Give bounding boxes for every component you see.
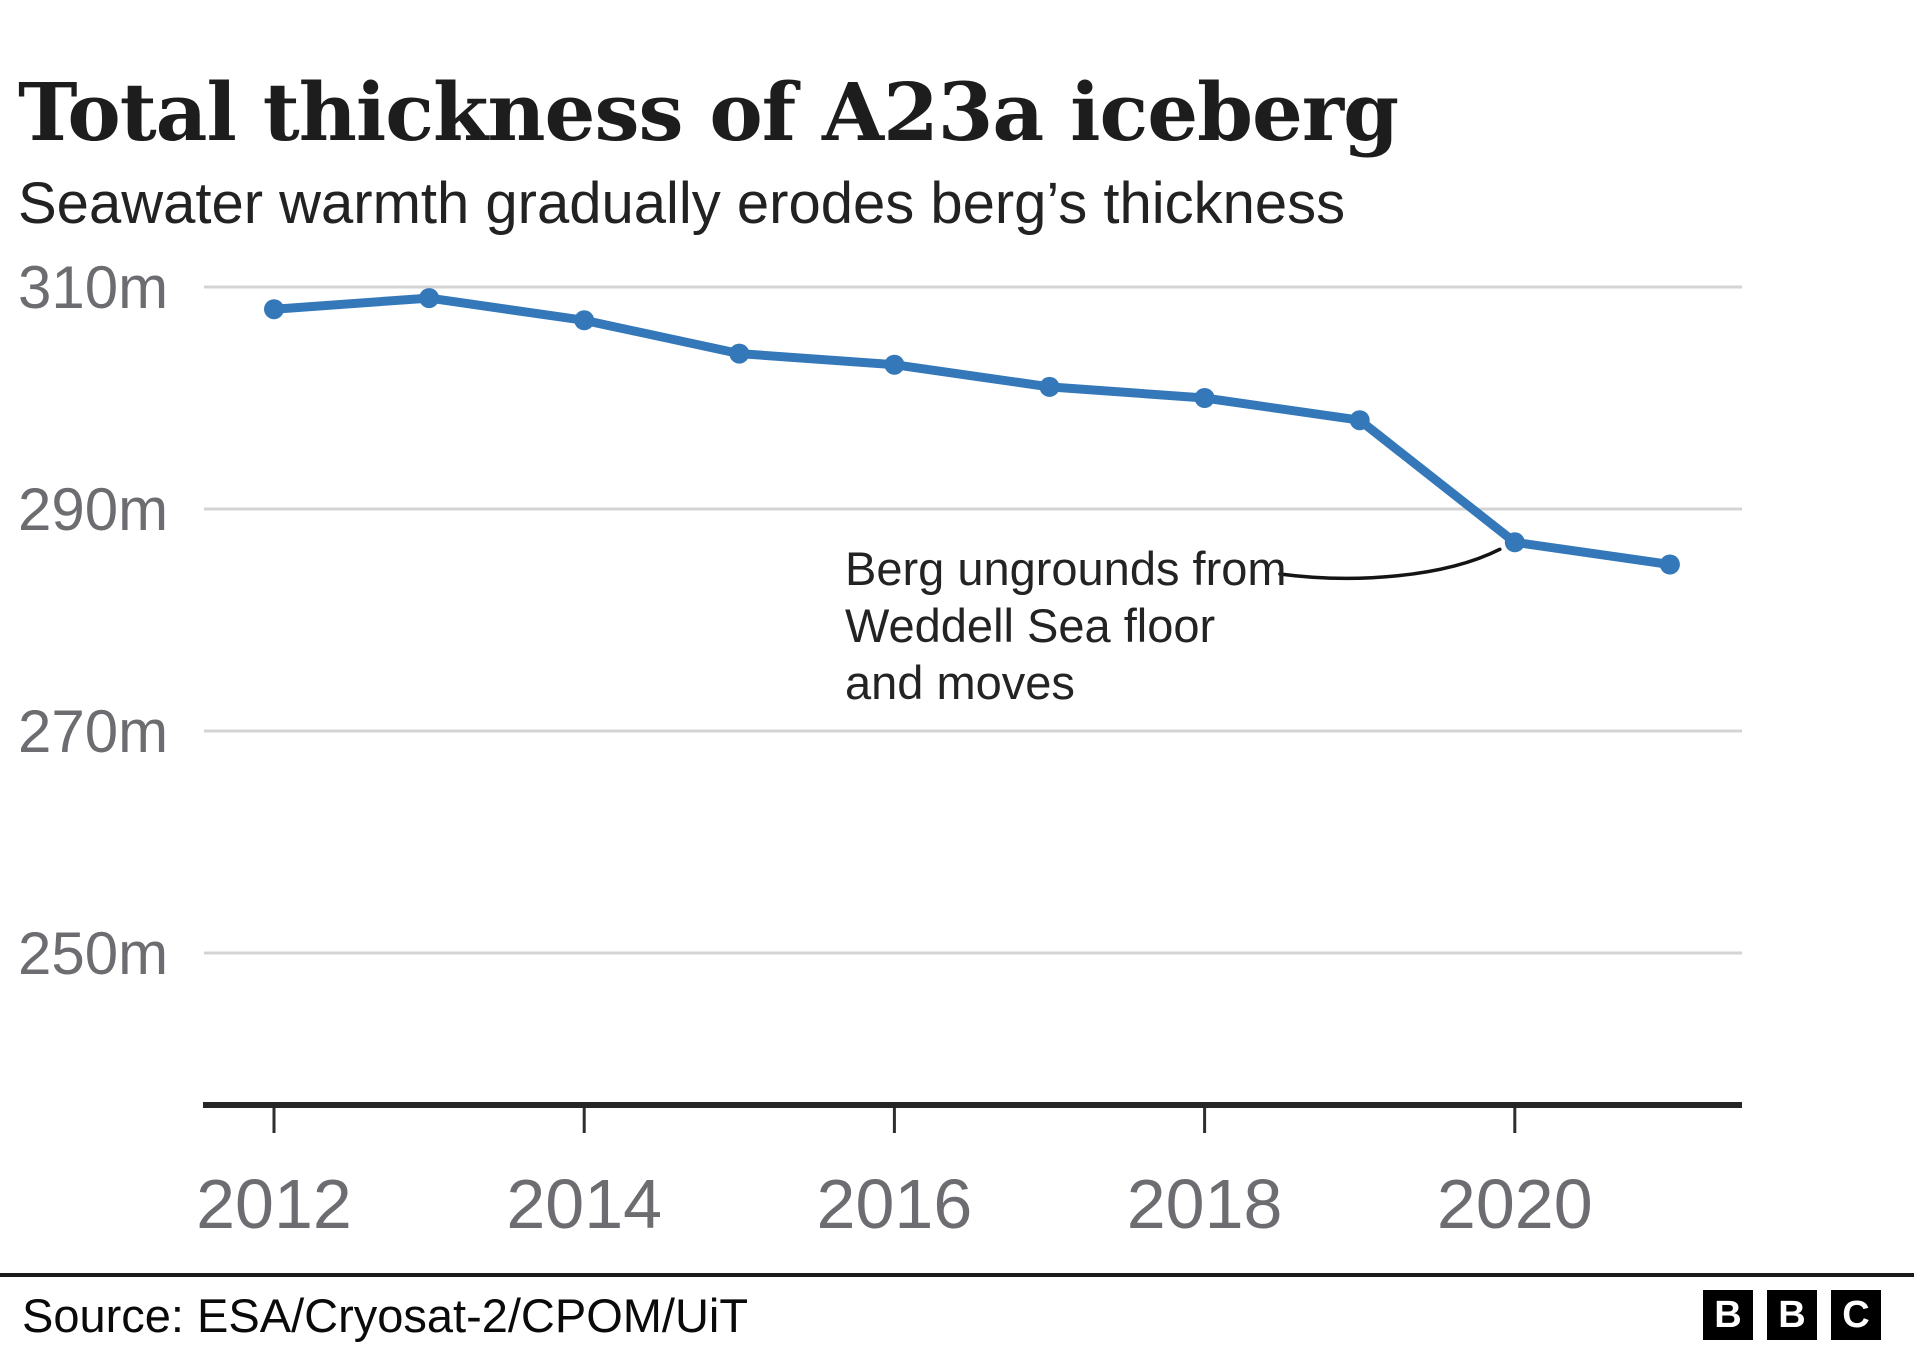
x-tick-label: 2014 (506, 1165, 662, 1243)
y-tick-label: 250m (18, 920, 168, 987)
footer-divider (0, 1273, 1914, 1277)
data-point (264, 299, 284, 320)
x-tick-label: 2016 (817, 1165, 973, 1243)
data-point (1659, 554, 1680, 575)
data-point (1039, 376, 1060, 397)
y-tick-label: 290m (18, 476, 168, 543)
source-credit: Source: ESA/Cryosat-2/CPOM/UiT (22, 1289, 749, 1342)
annotation-leader-line (1278, 547, 1502, 581)
data-line (269, 293, 1675, 569)
data-point (419, 288, 440, 309)
x-tick-label: 2020 (1437, 1165, 1593, 1243)
y-tick-label: 310m (18, 254, 168, 321)
chart-subtitle: Seawater warmth gradually erodes berg’s … (18, 171, 1346, 236)
data-point (1349, 410, 1370, 431)
bbc-logo-letter: B (1703, 1290, 1753, 1340)
x-tick-label: 2012 (196, 1165, 352, 1243)
data-point (1194, 388, 1215, 408)
bbc-logo: B B C (1703, 1290, 1881, 1340)
data-point (729, 343, 750, 364)
y-tick-label: 270m (18, 698, 168, 765)
annotation-text: Berg ungrounds from Weddell Sea floor an… (845, 542, 1287, 709)
bbc-logo-letter: B (1767, 1290, 1817, 1340)
data-point (1504, 532, 1525, 553)
x-tick-label: 2018 (1127, 1165, 1283, 1243)
data-point (574, 310, 595, 331)
bbc-logo-letter: C (1831, 1290, 1881, 1340)
data-point (884, 354, 905, 375)
chart-title: Total thickness of A23a iceberg (18, 64, 1399, 159)
